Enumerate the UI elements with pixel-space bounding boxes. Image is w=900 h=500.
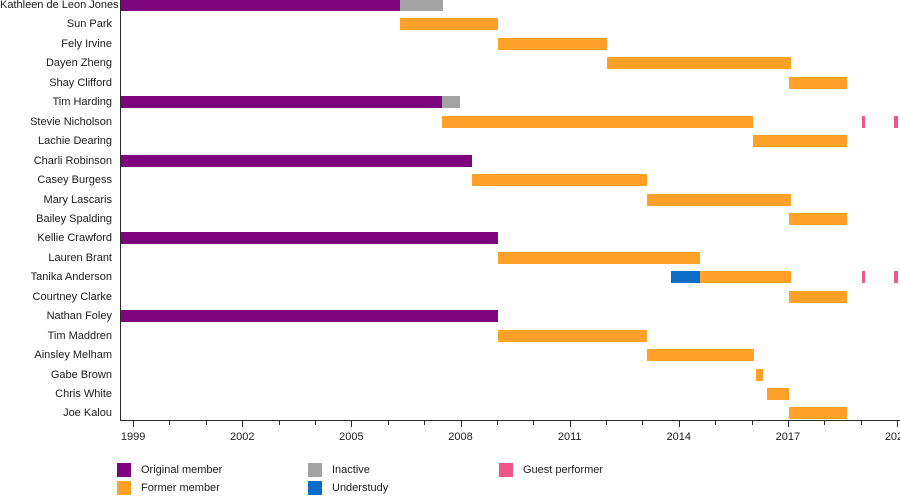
legend-label: Original member [141, 464, 223, 476]
member-name: Nathan Foley [46, 310, 112, 323]
legend: Original member Former member Inactive Unde… [0, 458, 900, 500]
axis-tick-label: 2020 [884, 431, 900, 443]
member-name: Tim Harding [52, 96, 113, 109]
axis-tick [897, 421, 899, 427]
axis-tick [787, 421, 789, 427]
timeline-bar-original [121, 96, 442, 109]
timeline-bar-former [399, 18, 498, 31]
axis-tick [496, 421, 498, 425]
timeline-bar-original [121, 232, 498, 245]
member-name: Lauren Brant [48, 251, 112, 264]
member-name: Kellie Crawford [37, 232, 112, 245]
timeline-bar-former [788, 407, 848, 420]
timeline-bar-guest [861, 115, 866, 128]
member-name: Lachie Dearing [38, 135, 112, 148]
legend-label: Inactive [332, 464, 370, 476]
legend-label: Guest performer [523, 464, 604, 476]
timeline-bar-former [756, 368, 764, 381]
member-name: Courtney Clarke [32, 290, 112, 303]
timeline-bar-former [497, 251, 700, 264]
x-axis: 1999 2002 2005 2008 2011 2014 2017 2020 [0, 420, 900, 460]
axis-tick [133, 421, 135, 427]
legend-swatch-former [117, 481, 131, 495]
axis-tick [205, 421, 207, 425]
axis-tick-label: 2002 [229, 431, 255, 443]
timeline-bar-former [441, 115, 753, 128]
timeline-bar-inactive [399, 0, 444, 11]
member-name: Shay Clifford [49, 76, 112, 89]
member-name: Joe Kalou [63, 407, 112, 420]
axis-tick [606, 421, 608, 425]
legend-swatch-original [117, 463, 131, 477]
axis-tick [824, 421, 826, 425]
timeline-bar-guest [894, 271, 899, 284]
timeline-bar-former [497, 329, 648, 342]
member-name: Casey Burgess [37, 174, 112, 187]
timeline-bar-inactive [441, 96, 460, 109]
member-name: Mary Lascaris [43, 193, 112, 206]
timeline-bar-former [647, 193, 791, 206]
timeline-bar-original [121, 154, 473, 167]
legend-swatch-understudy [308, 481, 322, 495]
timeline-bar-guest [861, 271, 866, 284]
axis-tick-label: 2017 [775, 431, 801, 443]
timeline-bar-former [788, 76, 848, 89]
legend-swatch-inactive [308, 463, 322, 477]
member-name: Bailey Spalding [36, 212, 112, 225]
axis-tick [351, 421, 353, 427]
member-name: Gabe Brown [50, 368, 112, 381]
member-name: Dayen Zheng [45, 57, 112, 70]
timeline-bar-former [699, 271, 791, 284]
legend-label: Understudy [332, 482, 389, 494]
timeline-bar-former [752, 135, 848, 148]
timeline-bar-former [767, 388, 789, 400]
legend-swatch-guest [499, 463, 513, 477]
axis-tick-label: 1999 [120, 431, 146, 443]
axis-tick [278, 421, 280, 425]
axis-tick-label: 2014 [666, 431, 692, 443]
timeline-bar-former [788, 212, 848, 225]
timeline-bar-understudy [670, 271, 700, 284]
timeline-bar-original [121, 310, 498, 323]
timeline-bar-guest [894, 115, 899, 128]
axis-tick [715, 421, 717, 425]
axis-tick-label: 2005 [339, 431, 364, 443]
timeline-bar-former [647, 349, 755, 362]
timeline-bar-former [497, 37, 608, 50]
axis-tick [569, 421, 571, 427]
axis-tick [751, 421, 753, 425]
member-name-labels: Kathleen de Leon Jones Sun Park Fely Irvin… [0, 0, 119, 420]
member-name: Kathleen de Leon Jones [0, 0, 119, 11]
legend-label: Former member [141, 482, 220, 494]
axis-tick [387, 421, 389, 425]
axis-tick [642, 421, 644, 425]
timeline-bar-former [788, 290, 848, 303]
plot-area [120, 0, 900, 421]
timeline-bar-former [472, 174, 648, 187]
axis-tick [678, 421, 680, 427]
axis-tick-label: 2011 [557, 431, 582, 443]
timeline-bar-original [121, 0, 400, 11]
member-name: Stevie Nicholson [30, 115, 112, 128]
axis-tick [860, 421, 862, 425]
timeline-bar-former [607, 57, 791, 70]
axis-tick [242, 421, 244, 427]
axis-tick [169, 421, 171, 425]
member-name: Charli Robinson [33, 154, 112, 167]
member-name: Chris White [55, 388, 112, 400]
axis-tick-label: 2008 [448, 431, 473, 443]
member-name: Sun Park [66, 18, 112, 31]
member-name: Tim Maddren [47, 329, 112, 342]
axis-tick [460, 421, 462, 427]
member-name: Fely Irvine [61, 37, 112, 50]
axis-tick [314, 421, 316, 425]
axis-tick [533, 421, 535, 425]
member-name: Tanika Anderson [30, 271, 112, 284]
axis-tick [424, 421, 426, 425]
member-name: Ainsley Melham [34, 349, 112, 362]
